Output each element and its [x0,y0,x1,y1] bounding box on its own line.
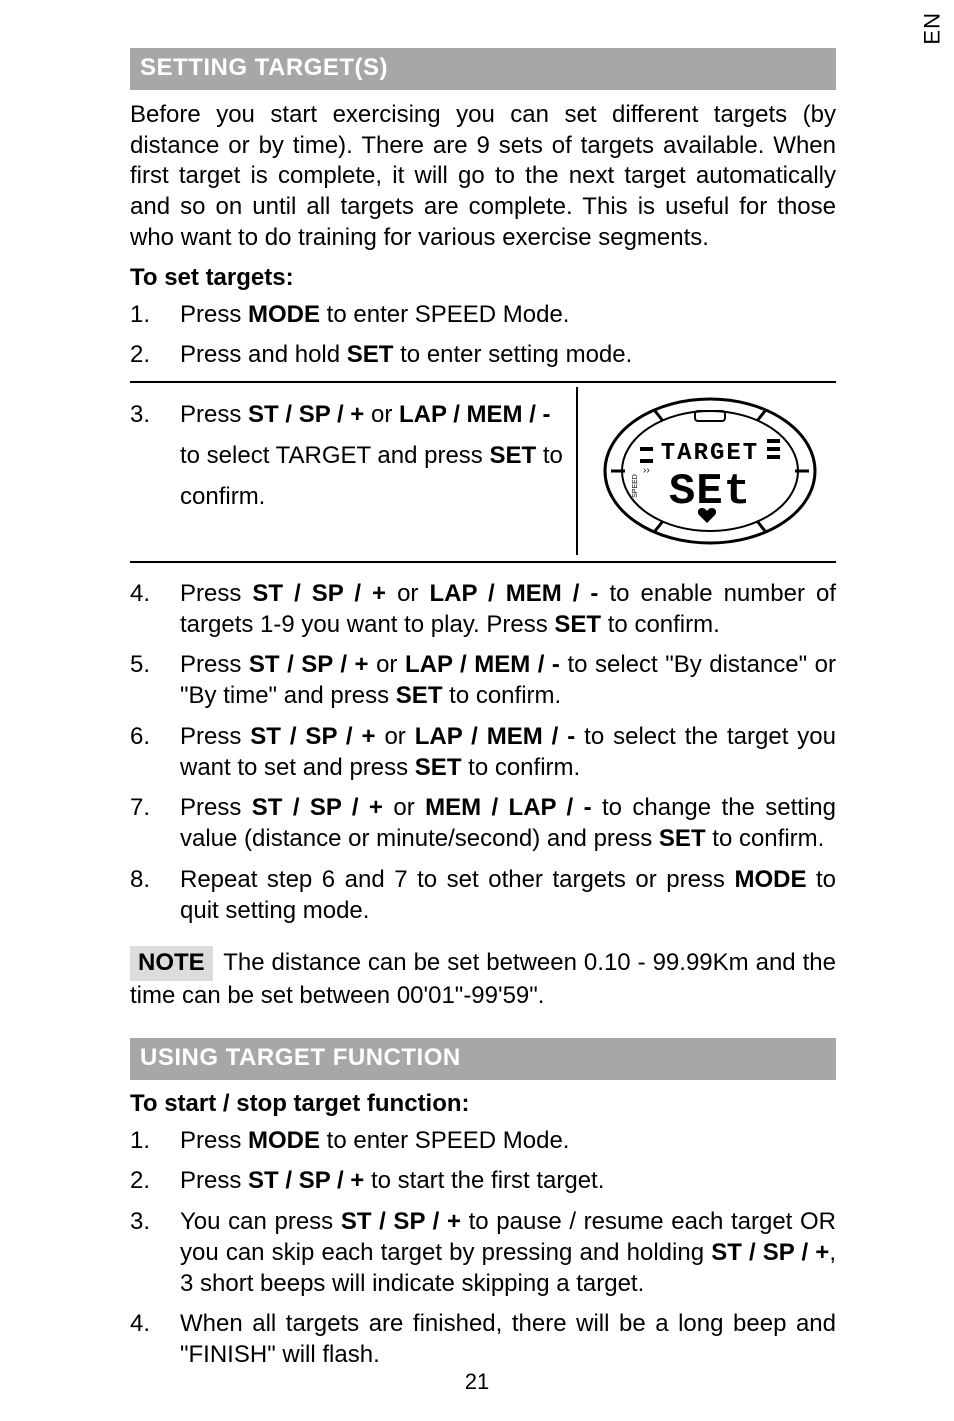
text: to start the first target. [364,1167,604,1194]
step3-text-col: Press ST / SP / + or LAP / MEM / - to se… [130,387,564,555]
step-1: Press MODE to enter SPEED Mode. [130,300,836,331]
subheading-to-set-targets: To set targets: [130,264,836,292]
lapmem-keyword: LAP / MEM / - [415,723,576,750]
text: to enter SPEED Mode. [320,1127,569,1154]
text: or [383,794,425,821]
watch-figure: TARGET SEt SPEED ›› [576,387,836,555]
divider-bottom [130,561,836,563]
set-keyword: SET [396,682,443,709]
section-header-setting-targets: SETTING TARGET(S) [130,48,836,90]
step-8: Repeat step 6 and 7 to set other targets… [130,865,836,926]
text: or [386,580,429,607]
manual-page: EN SETTING TARGET(S) Before you start ex… [0,0,954,1421]
step-2: Press and hold SET to enter setting mode… [130,340,836,371]
text: to select TARGET and press [180,442,489,469]
text: to confirm. [601,611,720,638]
text: or [364,401,399,428]
stsp-keyword: ST / SP / + [711,1239,829,1266]
lapmem-keyword: LAP / MEM / - [399,401,551,428]
step-4: Press ST / SP / + or LAP / MEM / - to en… [130,579,836,640]
text: to enter setting mode. [393,341,632,368]
watch-display-icon: TARGET SEt SPEED ›› [595,391,825,551]
steps-list-setting: Press MODE to enter SPEED Mode. Press an… [130,300,836,371]
stsp-keyword: ST / SP / + [252,580,386,607]
lapmem-keyword: LAP / MEM / - [405,651,560,678]
text: Press [180,1167,248,1194]
text: to confirm. [706,825,825,852]
text: Press and hold [180,341,347,368]
mode-keyword: MODE [248,301,320,328]
stsp-keyword: ST / SP / + [248,401,364,428]
set-keyword: SET [554,611,601,638]
text: You can press [180,1208,341,1235]
intro-paragraph: Before you start exercising you can set … [130,100,836,254]
stsp-keyword: ST / SP / + [341,1208,461,1235]
svg-text:››: ›› [643,465,650,476]
divider-top [130,381,836,383]
set-keyword: SET [415,754,462,781]
stsp-keyword: ST / SP / + [250,723,375,750]
text: Press [180,723,250,750]
text: Press [180,1127,248,1154]
note-paragraph: NOTE The distance can be set between 0.1… [130,946,836,1011]
text: Repeat step 6 and 7 to set other targets… [180,866,734,893]
step-u3: You can press ST / SP / + to pause / res… [130,1207,836,1299]
lcd-side-label: SPEED [632,474,639,498]
text: Press [180,401,248,428]
note-text: The distance can be set between 0.10 - 9… [130,949,836,1009]
stsp-keyword: ST / SP / + [252,794,383,821]
text: Press [180,794,252,821]
note-label: NOTE [130,946,213,981]
language-tag: EN [920,12,946,45]
page-number: 21 [465,1369,489,1395]
mode-keyword: MODE [248,1127,320,1154]
text: Press [180,301,248,328]
text: to confirm. [442,682,561,709]
text: Press [180,580,252,607]
lcd-line1: TARGET [661,440,759,467]
text: or [369,651,405,678]
step-5: Press ST / SP / + or LAP / MEM / - to se… [130,650,836,711]
mode-keyword: MODE [734,866,806,893]
steps-list-4to8: Press ST / SP / + or LAP / MEM / - to en… [130,579,836,926]
text: or [376,723,415,750]
subheading-start-stop: To start / stop target function: [130,1090,836,1118]
steps-list-3: Press ST / SP / + or LAP / MEM / - to se… [130,395,564,517]
text: Press [180,651,249,678]
step-3: Press ST / SP / + or LAP / MEM / - to se… [130,395,564,517]
text: to enter SPEED Mode. [320,301,569,328]
steps-list-using: Press MODE to enter SPEED Mode. Press ST… [130,1126,836,1371]
step-u4: When all targets are finished, there wil… [130,1309,836,1370]
memlap-keyword: MEM / LAP / - [425,794,591,821]
lapmem-keyword: LAP / MEM / - [429,580,598,607]
set-keyword: SET [659,825,706,852]
set-keyword: SET [347,341,394,368]
stsp-keyword: ST / SP / + [248,1167,364,1194]
stsp-keyword: ST / SP / + [249,651,369,678]
step-u1: Press MODE to enter SPEED Mode. [130,1126,836,1157]
step-u2: Press ST / SP / + to start the first tar… [130,1166,836,1197]
text: to confirm. [461,754,580,781]
section-header-using-target: USING TARGET FUNCTION [130,1038,836,1080]
step-7: Press ST / SP / + or MEM / LAP / - to ch… [130,793,836,854]
text: When all targets are finished, there wil… [180,1310,836,1368]
step3-row: Press ST / SP / + or LAP / MEM / - to se… [130,387,836,555]
step-6: Press ST / SP / + or LAP / MEM / - to se… [130,722,836,783]
set-keyword: SET [489,442,536,469]
